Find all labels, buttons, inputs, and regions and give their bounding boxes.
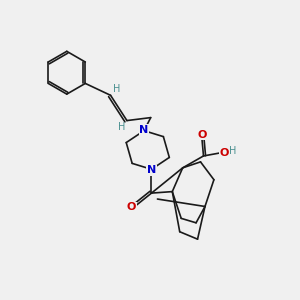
Text: H: H: [113, 84, 121, 94]
Text: O: O: [127, 202, 136, 212]
Text: O: O: [197, 130, 207, 140]
Text: N: N: [147, 165, 156, 175]
Text: H: H: [229, 146, 236, 157]
Text: H: H: [118, 122, 125, 132]
Text: O: O: [220, 148, 229, 158]
Text: N: N: [140, 125, 149, 135]
